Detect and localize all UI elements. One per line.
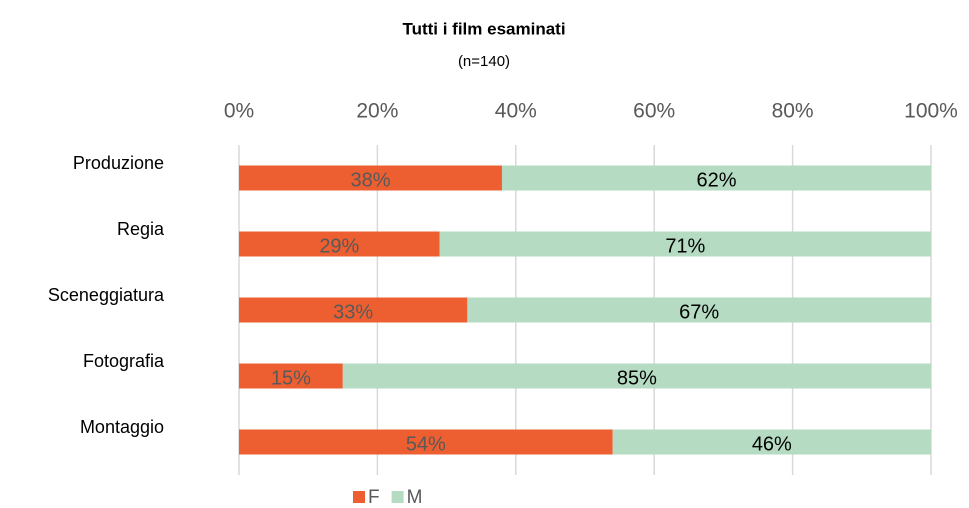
x-tick-label: 60% [633, 100, 675, 123]
chart-subtitle: (n=140) [458, 53, 510, 70]
data-label: 33% [333, 301, 373, 323]
bar-segment [612, 429, 931, 455]
legend-swatch [391, 491, 404, 503]
bar-segment [239, 297, 468, 323]
data-label: 67% [679, 301, 719, 323]
data-label: 38% [350, 169, 390, 191]
data-label: 46% [752, 433, 792, 455]
data-label: 62% [696, 169, 736, 191]
x-tick-label: 100% [904, 100, 958, 123]
category-label: Fotografia [83, 351, 165, 371]
legend-label: F [368, 487, 380, 508]
bar-segment [239, 363, 343, 389]
bar-segment [342, 363, 931, 389]
category-label: Produzione [73, 153, 164, 173]
x-tick-label: 20% [356, 100, 398, 123]
bar-segment [501, 165, 931, 191]
legend-label: M [407, 487, 423, 508]
x-tick-label: 0% [224, 100, 254, 123]
data-label: 71% [665, 235, 705, 257]
data-label: 85% [617, 367, 657, 389]
x-tick-label: 80% [772, 100, 814, 123]
category-label: Montaggio [80, 417, 164, 437]
bar-segment [467, 297, 931, 323]
bar-segment [239, 165, 502, 191]
chart-title: Tutti i film esaminati [402, 19, 565, 38]
x-tick-label: 40% [495, 100, 537, 123]
data-label: 29% [319, 235, 359, 257]
data-label: 54% [406, 433, 446, 455]
bar-segment [439, 231, 931, 257]
bar-segment [239, 231, 440, 257]
data-label: 15% [271, 367, 311, 389]
category-label: Sceneggiatura [48, 285, 165, 305]
category-label: Regia [117, 219, 165, 239]
legend-swatch [353, 491, 365, 503]
bar-segment [239, 429, 613, 455]
